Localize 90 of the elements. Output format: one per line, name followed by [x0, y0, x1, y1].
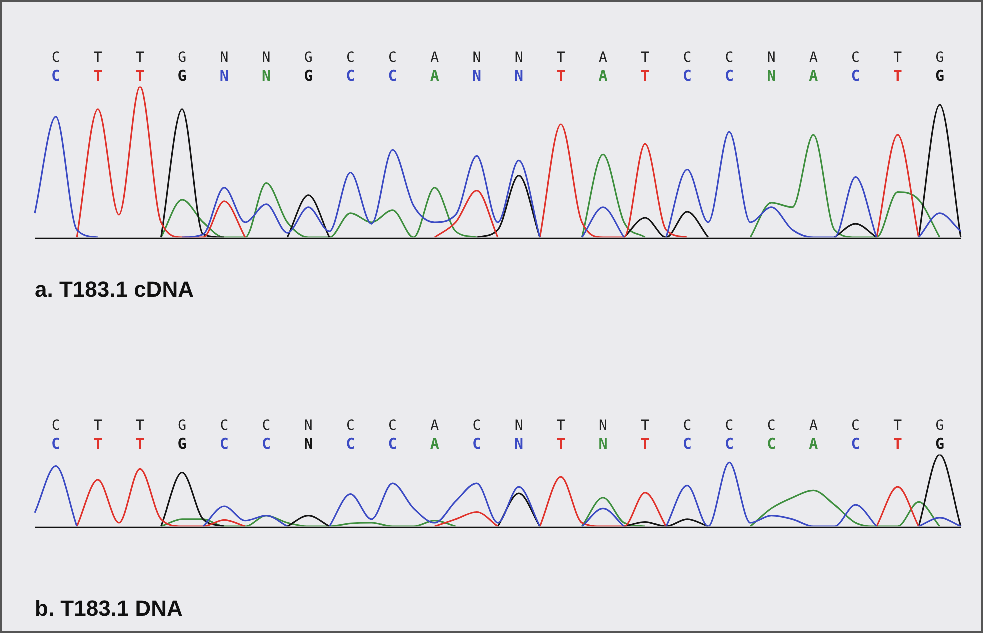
- x-tick-label: T: [136, 50, 146, 66]
- x-tick-label: N: [514, 50, 524, 66]
- text: b. T183.1 DNA: [35, 596, 184, 621]
- x-tick-label: T: [94, 418, 103, 434]
- x-tick-label: C: [346, 418, 355, 434]
- text: a. T183.1 cDNA: [35, 276, 194, 302]
- category-label: C: [52, 67, 61, 86]
- category-label: C: [682, 67, 692, 86]
- x-tick-label: N: [472, 50, 482, 66]
- category-label: T: [94, 435, 103, 454]
- category-label: N: [220, 67, 229, 86]
- x-tick-label: C: [388, 418, 397, 434]
- x-tick-label: C: [262, 418, 271, 434]
- category-label: C: [388, 435, 398, 454]
- x-tick-label: T: [94, 50, 103, 66]
- x-tick-label: C: [725, 418, 734, 434]
- category-label: N: [262, 67, 272, 86]
- category-label: C: [346, 67, 356, 86]
- x-tick-label: C: [52, 50, 60, 66]
- x-tick-label: G: [178, 418, 187, 434]
- category-label: G: [304, 67, 314, 86]
- category-label: N: [304, 435, 314, 454]
- category-label: T: [640, 67, 650, 86]
- x-tick-label: N: [220, 50, 229, 66]
- x-tick-label: T: [556, 418, 566, 434]
- x-tick-label: N: [514, 418, 524, 434]
- category-label: C: [851, 67, 860, 86]
- category-label: C: [472, 435, 482, 454]
- x-tick-label: A: [599, 50, 608, 66]
- category-label: C: [346, 435, 356, 454]
- category-label: C: [682, 435, 692, 454]
- x-tick-label: N: [262, 50, 271, 66]
- x-tick-label: C: [683, 418, 692, 434]
- category-label: G: [935, 67, 944, 86]
- category-label: T: [556, 435, 566, 454]
- x-tick-label: C: [346, 50, 355, 66]
- category-label: T: [893, 67, 902, 86]
- x-tick-label: G: [936, 50, 944, 66]
- x-tick-label: G: [936, 418, 944, 434]
- x-tick-label: C: [852, 50, 860, 66]
- category-label: N: [514, 67, 524, 86]
- x-tick-label: T: [641, 418, 650, 434]
- category-label: A: [598, 67, 608, 86]
- category-label: G: [178, 435, 187, 454]
- category-label: T: [556, 67, 566, 86]
- x-tick-label: A: [430, 50, 440, 66]
- x-tick-label: T: [894, 50, 903, 66]
- x-tick-label: G: [304, 50, 313, 66]
- x-tick-label: C: [220, 418, 229, 434]
- category-label: T: [136, 67, 145, 86]
- x-tick-label: T: [894, 418, 903, 434]
- x-tick-label: N: [599, 418, 608, 434]
- category-label: N: [767, 67, 776, 86]
- category-label: G: [178, 67, 187, 86]
- x-tick-label: N: [767, 50, 776, 66]
- category-label: A: [809, 435, 818, 454]
- category-label: C: [220, 435, 229, 454]
- category-label: N: [598, 435, 608, 454]
- category-label: A: [430, 67, 440, 86]
- x-tick-label: T: [641, 50, 650, 66]
- x-tick-label: C: [725, 50, 734, 66]
- x-tick-label: C: [472, 418, 482, 434]
- category-label: N: [472, 67, 482, 86]
- x-tick-label: C: [767, 418, 776, 434]
- category-label: T: [893, 435, 902, 454]
- category-label: C: [52, 435, 61, 454]
- x-tick-label: T: [556, 50, 566, 66]
- x-tick-label: C: [683, 50, 692, 66]
- x-tick-label: C: [388, 50, 397, 66]
- category-label: N: [514, 435, 524, 454]
- x-tick-label: C: [852, 418, 860, 434]
- category-label: T: [94, 67, 103, 86]
- category-label: C: [851, 435, 860, 454]
- category-label: G: [935, 435, 944, 454]
- x-tick-label: C: [52, 418, 60, 434]
- category-label: C: [262, 435, 272, 454]
- category-label: C: [724, 435, 734, 454]
- category-label: C: [724, 67, 734, 86]
- category-label: C: [388, 67, 398, 86]
- category-label: T: [640, 435, 650, 454]
- category-label: A: [809, 67, 818, 86]
- x-tick-label: A: [809, 50, 818, 66]
- x-tick-label: G: [178, 50, 187, 66]
- category-label: T: [136, 435, 145, 454]
- x-tick-label: A: [809, 418, 818, 434]
- category-label: C: [767, 435, 776, 454]
- x-tick-label: N: [304, 418, 313, 434]
- category-label: A: [430, 435, 440, 454]
- x-tick-label: T: [136, 418, 146, 434]
- x-tick-label: A: [430, 418, 440, 434]
